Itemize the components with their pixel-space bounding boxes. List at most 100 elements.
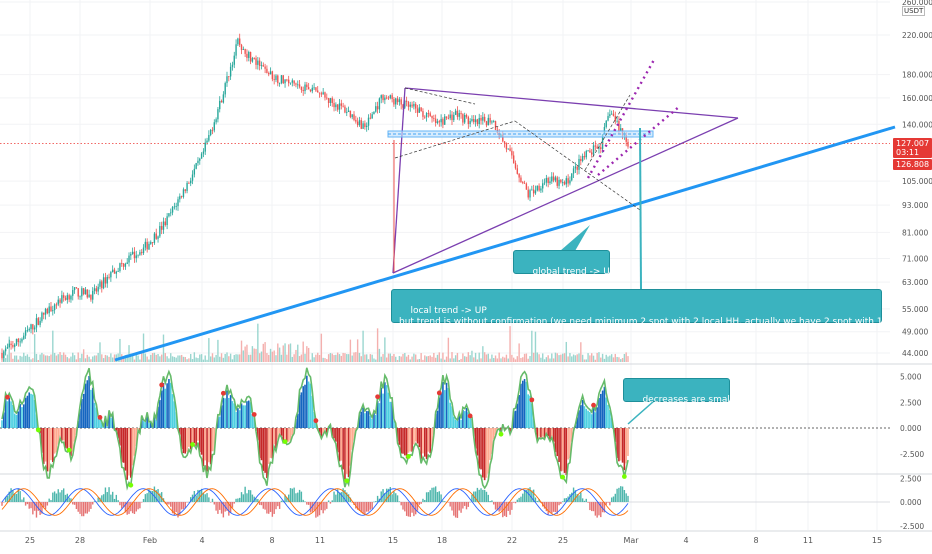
volume-bar (547, 355, 549, 362)
volume-bar (184, 356, 186, 362)
momentum-bar (24, 397, 27, 428)
macd-bar (141, 502, 143, 503)
macd-bar (476, 487, 479, 502)
candle-body (248, 51, 250, 58)
volume-bar (311, 353, 313, 362)
macd-bar (449, 502, 451, 507)
macd-bar (262, 502, 264, 509)
volume-bar (8, 336, 10, 362)
candle-body (376, 106, 379, 110)
candle-body (90, 294, 92, 300)
candle-body (53, 304, 56, 311)
macd-bar (364, 502, 366, 516)
candle-body (322, 92, 324, 95)
momentum-bar (447, 387, 450, 428)
macd-bar (512, 502, 515, 503)
candle-body (318, 92, 321, 94)
candle-body (502, 134, 504, 142)
macd-bar (73, 502, 76, 505)
macd-bar (17, 488, 20, 502)
macd-bar (362, 502, 364, 514)
volume-bar (536, 352, 538, 362)
momentum-bar (309, 383, 312, 428)
momentum-bar (168, 379, 170, 428)
macd-bar (6, 495, 9, 502)
macd-bar (462, 502, 464, 509)
momentum-bar (371, 418, 373, 428)
candle-body (554, 177, 557, 181)
candle-body (507, 148, 509, 150)
momentum-bar (325, 428, 328, 435)
macd-bar (302, 499, 304, 502)
momentum-bar (271, 428, 274, 459)
candle-body (162, 221, 165, 230)
volume-bar (43, 354, 45, 362)
volume-bar (614, 353, 616, 362)
macd-bar (509, 502, 511, 515)
candle-body (37, 318, 39, 325)
momentum-dot (560, 474, 566, 480)
volume-bar (387, 353, 390, 362)
macd-bar (8, 491, 10, 502)
volume-bar (545, 357, 548, 362)
callout-decreases-text: decreases are smaller (642, 395, 742, 405)
candle-body (77, 288, 79, 297)
candle-body (480, 117, 482, 121)
candle-body (46, 308, 49, 314)
momentum-bar (48, 428, 50, 472)
macd-bar (583, 500, 586, 502)
momentum-bar (277, 428, 279, 440)
momentum-bar (284, 428, 286, 440)
candle-body (224, 83, 226, 95)
candle-body (79, 296, 81, 298)
macd-bar (474, 491, 477, 502)
momentum-bar (157, 406, 159, 428)
macd-bar (358, 502, 361, 511)
volume-bar (101, 354, 103, 362)
candle-body (333, 102, 335, 108)
momentum-bar (336, 428, 339, 453)
momentum-bar (33, 399, 36, 428)
candle-body (106, 276, 108, 284)
macd-bar (110, 494, 112, 502)
volume-bar (271, 351, 274, 362)
volume-bar (471, 350, 473, 362)
candle-body (61, 295, 63, 303)
volume-bar (79, 358, 81, 362)
volume-bar (415, 354, 417, 362)
macd-bar (331, 500, 333, 502)
macd-bar (585, 498, 587, 502)
momentum-bar (536, 428, 539, 440)
candle-body (126, 262, 128, 264)
candle-body (28, 329, 30, 331)
x-tick-label: 4 (199, 536, 204, 545)
momentum-bar (19, 404, 21, 428)
candle-body (144, 241, 147, 248)
candle-body (431, 115, 433, 119)
macd-bar (578, 495, 580, 502)
macd-bar (23, 497, 25, 502)
momentum-bar (286, 428, 288, 443)
volume-bar (1, 358, 3, 362)
momentum-bar (208, 428, 210, 463)
candle-body (84, 289, 87, 295)
momentum-bar (373, 412, 375, 428)
macd-bar (215, 502, 217, 511)
macd-bar (532, 489, 535, 502)
macd-bar (404, 502, 406, 512)
candle-body (393, 99, 395, 105)
candle-body (385, 97, 388, 99)
momentum-bar (269, 428, 272, 458)
candle-body (447, 117, 450, 119)
momentum-bar (90, 389, 92, 428)
momentum-bar (374, 414, 377, 428)
candle-body (346, 112, 348, 113)
momentum-bar (601, 390, 604, 428)
candle-body (542, 183, 544, 189)
macd-bar (53, 491, 56, 502)
candle-body (324, 92, 326, 98)
volume-bar (498, 352, 500, 362)
volume-bar (150, 354, 152, 362)
callout-pointer-decreases (627, 400, 655, 425)
